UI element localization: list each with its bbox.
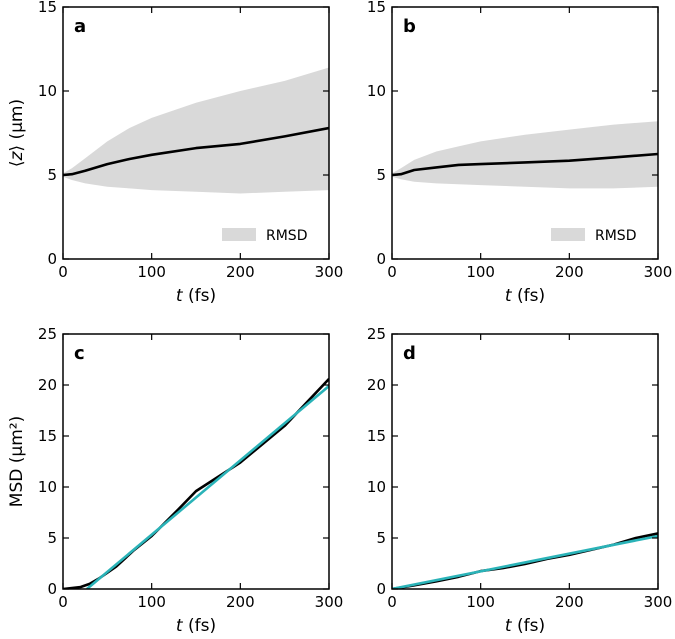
- y-tick-label: 15: [367, 427, 386, 445]
- legend-swatch: [551, 228, 585, 241]
- y-tick-label: 10: [38, 82, 57, 100]
- legend-label: RMSD: [266, 228, 307, 244]
- legend-swatch: [222, 228, 256, 241]
- x-tick-label: 0: [387, 593, 397, 611]
- y-tick-label: 0: [47, 580, 57, 598]
- x-tick-label: 300: [644, 593, 673, 611]
- y-tick-label: 10: [367, 82, 386, 100]
- series-fit: [86, 385, 329, 589]
- x-tick-label: 200: [555, 593, 584, 611]
- x-tick-label: 100: [466, 593, 495, 611]
- y-axis-label: MSD (μm²): [7, 416, 27, 507]
- rmsd-band: [392, 121, 658, 189]
- series-data: [63, 378, 329, 589]
- x-axis-label: t (fs): [505, 616, 545, 636]
- y-tick-label: 15: [367, 0, 386, 16]
- y-tick-label: 0: [376, 580, 386, 598]
- rmsd-band: [63, 67, 329, 194]
- x-tick-label: 0: [58, 593, 68, 611]
- x-tick-label: 0: [58, 263, 68, 281]
- x-tick-label: 200: [226, 263, 255, 281]
- y-tick-label: 25: [38, 325, 57, 343]
- x-axis-label: t (fs): [176, 616, 216, 636]
- y-tick-label: 5: [47, 166, 57, 184]
- axes-frame: [391, 333, 659, 590]
- y-tick-label: 25: [367, 325, 386, 343]
- panel-letter: d: [403, 343, 416, 364]
- panel-c: 0 100 200 300 0 5 10 15 20 25 t (fs) MSD (μm²) c: [7, 325, 343, 636]
- y-tick-label: 10: [38, 478, 57, 496]
- y-tick-label: 10: [367, 478, 386, 496]
- panel-letter: c: [74, 343, 85, 364]
- panel-b: 0 100 200 300 0 5 10 15 t (fs) b RMSD: [367, 0, 672, 306]
- y-axis-label: ⟨z⟩ (μm): [7, 99, 27, 167]
- x-tick-label: 100: [466, 263, 495, 281]
- x-tick-label: 300: [315, 263, 344, 281]
- panel-d: 0 100 200 300 0 5 10 15 20 25 t (fs) d: [367, 325, 672, 636]
- series-mean: [392, 152, 658, 177]
- series-mean: [63, 126, 329, 177]
- y-tick-label: 5: [47, 529, 57, 547]
- axes-frame: [62, 333, 330, 590]
- axes-frame: [391, 6, 659, 260]
- y-tick-label: 20: [367, 376, 386, 394]
- y-tick-label: 5: [376, 166, 386, 184]
- y-tick-label: 5: [376, 529, 386, 547]
- legend-label: RMSD: [595, 228, 636, 244]
- x-tick-label: 0: [387, 263, 397, 281]
- y-tick-label: 0: [47, 250, 57, 268]
- axes-frame: [62, 6, 330, 260]
- x-axis-label: t (fs): [176, 286, 216, 306]
- x-tick-label: 300: [644, 263, 673, 281]
- series-fit: [392, 534, 658, 589]
- x-axis-label: t (fs): [505, 286, 545, 306]
- y-tick-label: 0: [376, 250, 386, 268]
- x-tick-label: 300: [315, 593, 344, 611]
- x-tick-label: 200: [226, 593, 255, 611]
- panel-letter: b: [403, 16, 416, 37]
- x-tick-label: 200: [555, 263, 584, 281]
- panel-letter: a: [74, 16, 86, 37]
- panel-a: 0 100 200 300 0 5 10 15 t (fs) ⟨z⟩ (μm) a RMSD: [7, 0, 343, 306]
- x-tick-label: 100: [137, 593, 166, 611]
- y-tick-label: 15: [38, 0, 57, 16]
- y-tick-label: 15: [38, 427, 57, 445]
- y-tick-label: 20: [38, 376, 57, 394]
- x-tick-label: 100: [137, 263, 166, 281]
